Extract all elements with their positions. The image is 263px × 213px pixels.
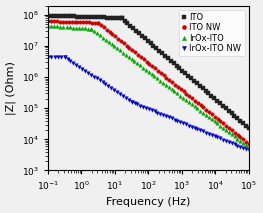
IrOx-ITO bbox=[167, 86, 170, 88]
IrOx-ITO NW bbox=[247, 149, 251, 151]
IrOx-ITO NW bbox=[75, 63, 78, 66]
ITO bbox=[166, 57, 169, 59]
IrOx-ITO bbox=[247, 146, 251, 148]
ITO NW bbox=[159, 72, 162, 74]
ITO bbox=[143, 37, 146, 39]
IrOx-ITO NW bbox=[115, 91, 119, 94]
ITO bbox=[52, 14, 55, 17]
Line: IrOx-ITO: IrOx-ITO bbox=[46, 24, 251, 149]
Line: ITO NW: ITO NW bbox=[46, 19, 251, 146]
IrOx-ITO NW bbox=[173, 118, 176, 121]
ITO NW bbox=[182, 90, 185, 93]
ITO bbox=[46, 14, 49, 17]
Line: IrOx-ITO NW: IrOx-ITO NW bbox=[46, 55, 251, 152]
IrOx-ITO bbox=[104, 38, 107, 41]
ITO bbox=[236, 117, 239, 120]
IrOx-ITO bbox=[46, 24, 49, 27]
ITO NW bbox=[46, 20, 49, 22]
ITO NW bbox=[173, 83, 176, 86]
IrOx-ITO bbox=[144, 68, 148, 71]
ITO bbox=[105, 16, 108, 19]
ITO NW bbox=[97, 22, 100, 24]
ITO NW bbox=[114, 35, 117, 38]
Legend: ITO, ITO NW, IrOx-ITO, IrOx-ITO NW: ITO, ITO NW, IrOx-ITO, IrOx-ITO NW bbox=[179, 10, 245, 56]
Y-axis label: |Z| (Ohm): |Z| (Ohm) bbox=[6, 61, 16, 115]
IrOx-ITO NW bbox=[46, 56, 49, 58]
IrOx-ITO NW bbox=[159, 112, 162, 115]
ITO bbox=[247, 127, 251, 130]
IrOx-ITO bbox=[122, 51, 125, 54]
ITO NW bbox=[76, 21, 79, 23]
IrOx-ITO NW bbox=[181, 122, 185, 124]
IrOx-ITO NW bbox=[95, 77, 98, 80]
Line: ITO: ITO bbox=[46, 14, 251, 130]
ITO NW bbox=[247, 143, 251, 145]
X-axis label: Frequency (Hz): Frequency (Hz) bbox=[106, 197, 191, 207]
IrOx-ITO bbox=[236, 137, 239, 140]
IrOx-ITO bbox=[53, 25, 56, 27]
ITO bbox=[120, 17, 123, 19]
